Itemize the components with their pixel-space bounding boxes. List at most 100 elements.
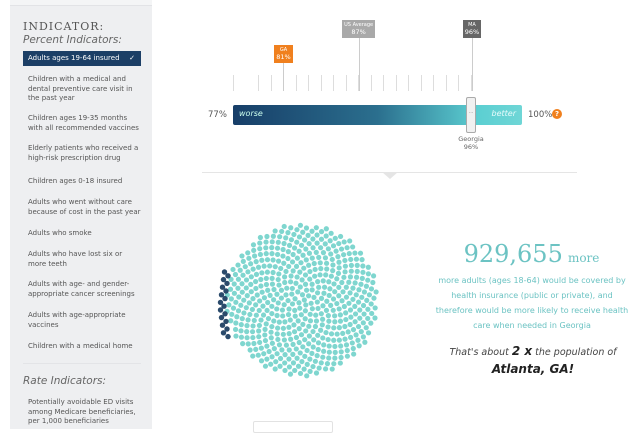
person-dot [278,265,284,272]
person-dot [257,251,264,258]
person-dot [325,336,331,343]
person-dot [335,254,341,260]
person-dot [260,303,266,309]
person-dot-added [218,314,225,321]
person-dot [285,311,292,318]
indicator-item[interactable]: Potentially avoidable ED visits among Me… [28,398,136,425]
person-dot [258,345,264,351]
person-dot [341,303,347,310]
state-slider-handle[interactable]: ··· [466,97,476,133]
person-dot [303,257,309,263]
marker-us-average[interactable]: US Average 87% [342,20,376,38]
person-dot [324,361,331,367]
person-dot [284,285,290,291]
person-dot [331,337,337,343]
person-dot [325,324,331,330]
person-dot [259,270,265,276]
person-dot [272,228,278,234]
person-dot [274,251,281,258]
person-dot [316,365,322,371]
scale-tick [308,75,309,91]
person-dot [357,315,363,321]
person-dot-added [221,303,227,309]
person-dot [372,315,378,321]
person-dot [347,238,353,244]
indicator-item[interactable]: Children ages 0-18 insured [28,177,123,185]
person-dot [308,300,314,306]
indicator-item[interactable]: Elderly patients who received a high-ris… [28,144,139,162]
person-dot [337,360,343,366]
person-dot [320,250,327,256]
indicator-item[interactable]: Adults with age- and gender-appropriate … [28,280,135,298]
person-dot [348,268,354,274]
person-dot [275,276,281,283]
person-dot [240,272,246,278]
person-dot [322,366,329,372]
person-dot [317,260,323,266]
person-dot-added [220,276,227,283]
person-dot-added [224,326,230,332]
person-dot [363,283,370,289]
person-dot [347,321,353,328]
scale-min-label: 77% [208,110,227,120]
person-dot [244,329,250,335]
person-dot [255,352,261,358]
marker-ga[interactable]: GA 81% [274,45,293,63]
person-dot [254,292,260,298]
person-dot [260,312,267,318]
indicator-item[interactable]: Children with a medical home [28,342,133,350]
indicator-item[interactable]: Adults who have lost six or more teeth [28,250,123,268]
person-dot [281,302,287,308]
indicator-item[interactable]: Adults who went without care because of … [28,198,141,216]
person-dot [292,313,298,319]
indicator-item[interactable]: Adults who smoke [28,229,92,237]
person-dot [272,366,278,372]
person-dot [331,361,337,367]
person-dot [226,302,232,308]
person-dot [337,318,344,324]
person-dot [258,317,264,323]
person-dot [320,278,326,284]
scale-tick [458,75,459,91]
marker-ma[interactable]: MA 96% [462,20,482,38]
scale-tick [295,75,297,91]
person-dot [288,225,294,231]
check-icon: ✓ [129,54,135,62]
person-dot [331,325,337,331]
person-dot [352,319,358,325]
bottom-button[interactable] [253,421,333,433]
person-dot [235,276,242,282]
person-dot [303,225,310,231]
person-dot [287,317,293,323]
person-dot [231,281,237,287]
person-dot [291,322,297,328]
person-dot [310,236,316,242]
person-dot [343,316,349,323]
person-dot [359,257,365,263]
indicator-item[interactable]: Adults with age-appropriate vaccines [28,311,126,329]
person-dot [227,286,234,292]
person-dot [332,289,338,295]
person-dot [321,284,328,290]
person-dot [232,326,239,333]
person-dot [307,276,313,282]
person-dot [239,316,245,322]
person-dot [288,273,294,279]
person-dot-added [219,284,226,290]
person-dot [359,294,365,300]
scale-tick [370,75,372,91]
person-dot [355,299,362,305]
person-dot [323,260,330,266]
person-dot [345,329,351,335]
indicator-item[interactable]: Children ages 19-35 months with all reco… [28,114,139,132]
person-dot [291,245,298,251]
person-dot [303,287,310,293]
indicator-item[interactable]: Children with a medical and dental preve… [28,75,133,102]
help-icon[interactable]: ? [552,109,562,119]
better-label: better [491,109,516,118]
indicator-item-selected[interactable]: Adults ages 19-64 insured ✓ [23,51,141,66]
person-dot [327,238,333,244]
impact-more: more [567,251,600,265]
percent-indicators-heading: Percent Indicators: [23,34,122,46]
person-dot [339,298,345,304]
